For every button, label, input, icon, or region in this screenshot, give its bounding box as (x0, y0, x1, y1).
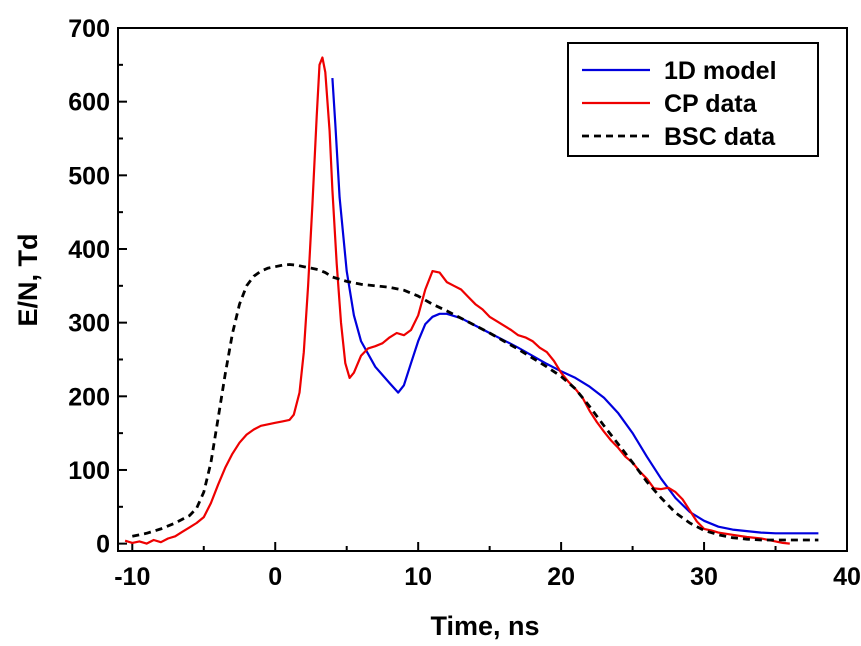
x-tick-label: -10 (114, 563, 150, 591)
x-tick-label: 40 (833, 563, 861, 591)
x-tick-label: 20 (547, 563, 575, 591)
series-line-bsc-data (132, 263, 819, 542)
y-tick-label: 700 (68, 15, 110, 43)
x-tick-label: 30 (690, 563, 718, 591)
series-line-cp-data (124, 56, 790, 545)
x-axis-title: Time, ns (430, 611, 539, 641)
legend-label-1d-model: 1D model (664, 57, 777, 85)
legend-label-cp-data: CP data (664, 90, 758, 118)
y-axis-title: E/N, Td (13, 234, 43, 327)
legend: 1D model CP data BSC data (567, 42, 819, 157)
y-tick-label: 500 (68, 162, 110, 190)
legend-label-bsc-data: BSC data (664, 123, 776, 151)
x-tick-label: 10 (404, 563, 432, 591)
y-tick-label: 400 (68, 236, 110, 264)
plot-frame (117, 27, 848, 552)
y-tick-label: 100 (68, 457, 110, 485)
y-tick-label: 200 (68, 383, 110, 411)
series-line-1d-model (331, 78, 819, 535)
y-tick-label: 0 (96, 531, 110, 559)
series-lines (124, 56, 819, 545)
y-tick-label: 600 (68, 89, 110, 117)
y-tick-label: 300 (68, 310, 110, 338)
x-tick-label: 0 (268, 563, 282, 591)
